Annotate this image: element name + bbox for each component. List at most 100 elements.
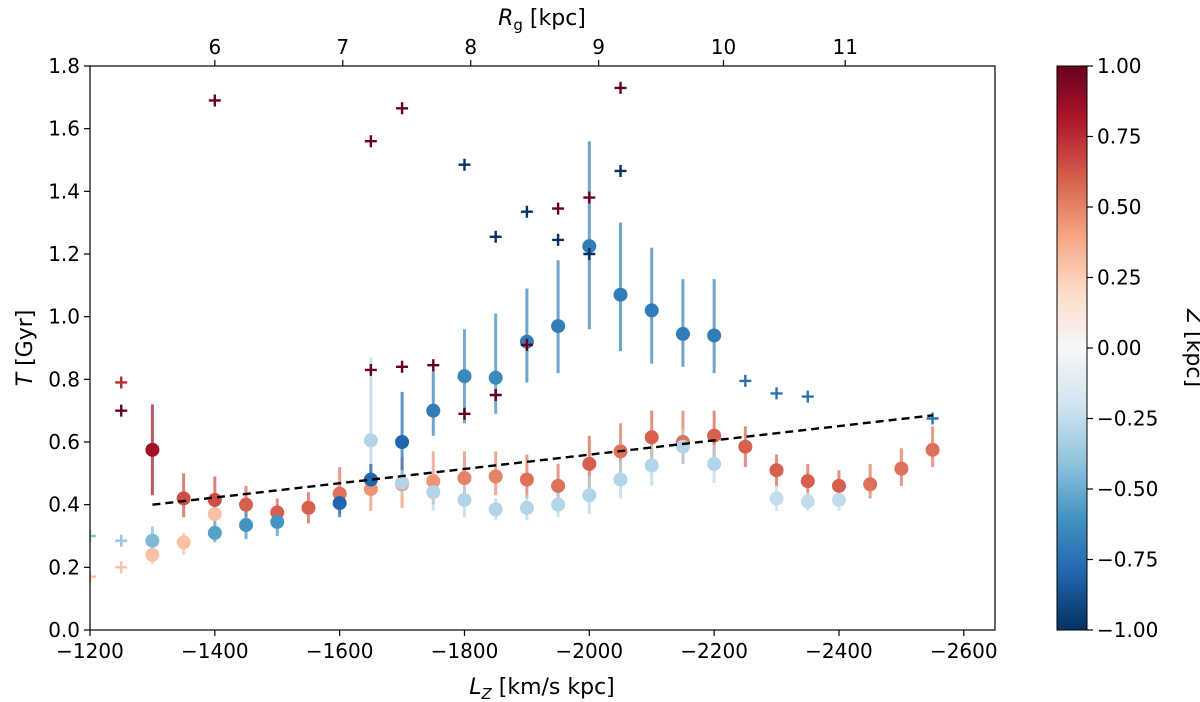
data-point (707, 328, 722, 343)
data-point (519, 472, 534, 487)
y-tick-label: 0.0 (48, 618, 80, 642)
colorbar-ticks: 1.00 0.75 0.50 0.25 0.00 −0.25 −0.50 −0.75 −1.00 (1087, 54, 1158, 642)
colorbar-tick-label: 0.50 (1097, 195, 1142, 219)
colorbar (1056, 65, 1088, 631)
data-point (644, 303, 659, 318)
cross-point (739, 374, 752, 387)
data-point (738, 439, 753, 454)
data-point (582, 239, 597, 254)
top-axis-label: Rg [kpc] (498, 6, 586, 34)
colorbar-tick-label: 1.00 (1097, 54, 1142, 78)
y-axis-ticks: 0.0 0.2 0.4 0.6 0.8 1.0 1.2 1.4 1.6 1.8 (48, 54, 90, 642)
cross-point (614, 81, 627, 94)
x-tick-label: −2400 (805, 639, 873, 663)
cross-point (520, 338, 533, 351)
data-point (145, 442, 160, 457)
data-point (519, 500, 534, 515)
cross-point (583, 191, 596, 204)
data-point (457, 492, 472, 507)
cross-point (364, 135, 377, 148)
data-point (707, 428, 722, 443)
cross-point (115, 376, 128, 389)
data-point (831, 492, 846, 507)
x-tick-label: −1800 (431, 639, 499, 663)
cross-point (520, 205, 533, 218)
data-point (894, 461, 909, 476)
y-axis-label: T [Gyr] (13, 310, 38, 387)
colorbar-tick-label: −0.75 (1097, 548, 1158, 572)
data-point (488, 469, 503, 484)
data-point (426, 403, 441, 418)
cross-point (115, 561, 128, 574)
top-tick-label: 6 (208, 35, 221, 59)
colorbar-tick-label: 0.00 (1097, 336, 1142, 360)
data-point (363, 472, 378, 487)
data-point (395, 475, 410, 490)
cross-point (396, 360, 409, 373)
data-point (426, 485, 441, 500)
data-point (800, 494, 815, 509)
y-tick-label: 0.4 (48, 493, 80, 517)
data-point (207, 525, 222, 540)
colorbar-tick-label: 0.25 (1097, 266, 1142, 290)
x-tick-label: −2000 (555, 639, 623, 663)
data-point (644, 430, 659, 445)
cross-point (90, 570, 96, 583)
cross-point (770, 387, 783, 400)
y-tick-label: 0.8 (48, 367, 80, 391)
cross-point (489, 389, 502, 401)
data-point (488, 370, 503, 385)
x-tick-label: −1200 (56, 639, 124, 663)
y-tick-label: 1.2 (48, 242, 80, 266)
cross-point (90, 530, 96, 542)
data-point (863, 477, 878, 492)
data-point (551, 478, 566, 493)
data-point (457, 471, 472, 486)
data-point (769, 463, 784, 478)
data-point (301, 500, 316, 515)
y-tick-label: 1.6 (48, 117, 80, 141)
cross-point (427, 359, 440, 372)
data-point (675, 326, 690, 341)
top-tick-label: 10 (711, 35, 736, 59)
top-tick-label: 9 (592, 35, 605, 59)
x-tick-label: −2200 (680, 639, 748, 663)
colorbar-tick-label: −1.00 (1097, 618, 1158, 642)
top-tick-label: 11 (832, 35, 857, 59)
data-point (207, 492, 222, 507)
data-point (363, 433, 378, 448)
data-point (176, 491, 191, 506)
x-axis-label: LZ [km/s kpc] (469, 675, 615, 702)
data-point (707, 456, 722, 471)
colorbar-tick-label: −0.25 (1097, 407, 1158, 431)
y-tick-label: 1.0 (48, 305, 80, 329)
cross-point (926, 412, 939, 425)
cross-point (364, 363, 377, 376)
data-point (769, 491, 784, 506)
top-tick-label: 7 (336, 35, 349, 59)
cross-point (489, 230, 502, 243)
data-point (613, 287, 628, 302)
data-point (551, 319, 566, 334)
top-tick-label: 8 (464, 35, 477, 59)
y-tick-label: 1.8 (48, 54, 80, 78)
data-point (551, 497, 566, 512)
cross-point (458, 407, 471, 420)
plot-frame (89, 65, 996, 631)
data-point (644, 458, 659, 473)
x-tick-label: −2600 (930, 639, 998, 663)
data-point (800, 474, 815, 489)
cross-point (458, 158, 471, 171)
data-point (925, 442, 940, 457)
y-tick-label: 0.6 (48, 430, 80, 454)
x-axis-ticks: −1200 −1400 −1600 −1800 −2000 −2200 −2400 −2600 (56, 630, 998, 663)
data-point (270, 514, 285, 529)
colorbar-tick-label: 0.75 (1097, 125, 1142, 149)
y-tick-label: 1.4 (48, 179, 80, 203)
cross-point (614, 164, 627, 177)
data-point (239, 518, 254, 533)
cross-point (583, 248, 596, 260)
data-point (457, 369, 472, 384)
data-point (176, 535, 191, 550)
